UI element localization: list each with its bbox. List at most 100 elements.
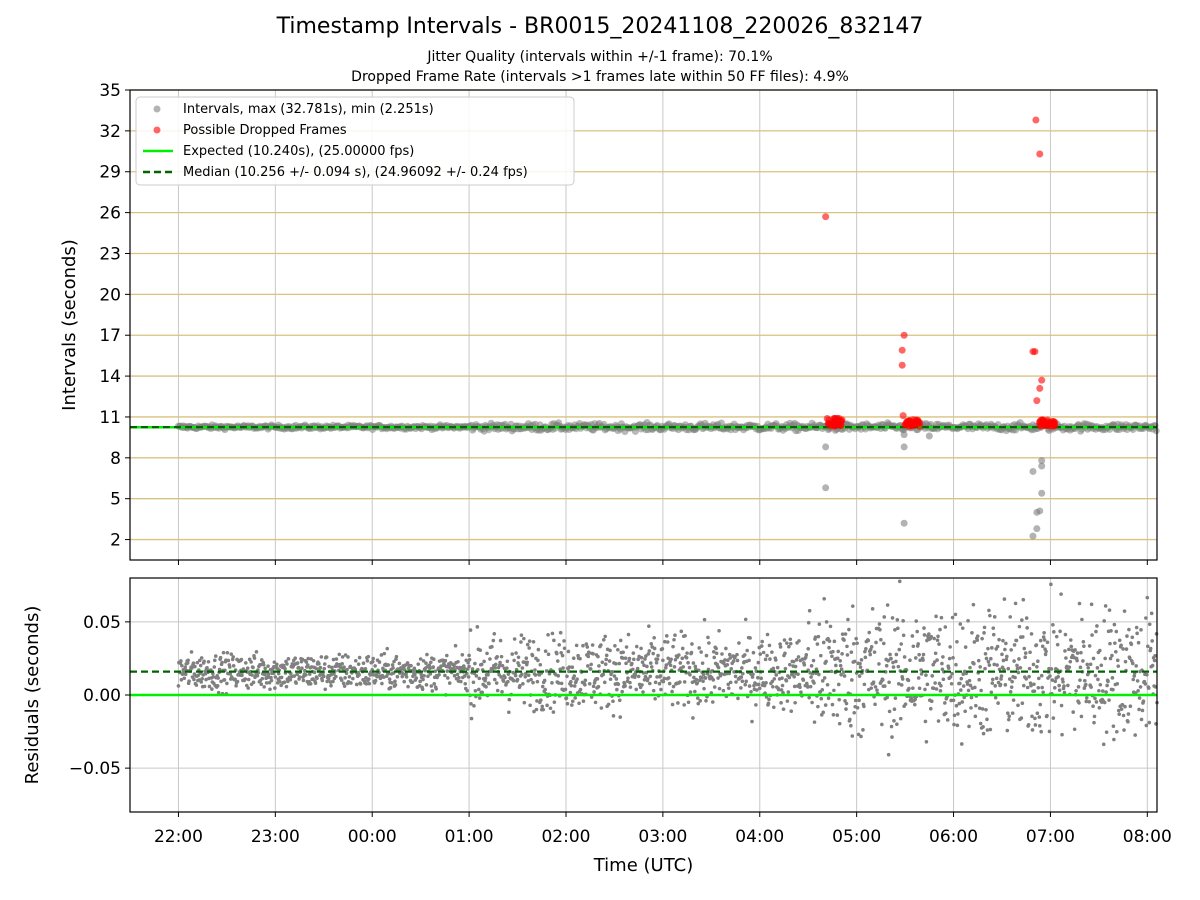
residual-point <box>202 659 206 664</box>
interval-outlier-point <box>1033 525 1041 533</box>
residual-point <box>211 675 216 679</box>
residual-point <box>635 666 640 671</box>
residual-point <box>1136 640 1141 645</box>
residual-point <box>983 666 987 671</box>
residual-point <box>1018 665 1023 670</box>
residual-point <box>692 675 696 680</box>
residual-point <box>268 687 272 692</box>
residual-point <box>655 675 659 679</box>
residual-point <box>1115 681 1120 686</box>
residual-point <box>429 660 433 665</box>
residual-point <box>519 640 523 644</box>
residual-point <box>933 681 937 685</box>
residual-point <box>266 664 270 668</box>
residual-point <box>648 674 653 679</box>
residual-point <box>886 752 891 757</box>
residual-point <box>702 686 706 691</box>
residual-point <box>647 681 652 686</box>
x-tick-label: 01:00 <box>445 827 494 847</box>
residual-point <box>487 681 491 686</box>
residual-point <box>906 678 911 683</box>
residual-point <box>776 687 781 692</box>
residual-point <box>807 608 812 613</box>
residual-point <box>1056 675 1060 679</box>
residual-point <box>1039 673 1044 678</box>
residual-point <box>919 672 924 676</box>
residual-point <box>646 652 651 656</box>
residual-point <box>1122 728 1126 732</box>
residual-point <box>484 684 488 689</box>
residual-point <box>1135 679 1140 683</box>
residual-point <box>716 676 720 680</box>
residual-point <box>364 682 369 686</box>
residual-point <box>227 665 232 669</box>
residual-point <box>743 617 748 622</box>
residual-point <box>941 677 946 682</box>
residual-point <box>977 677 982 682</box>
residual-point <box>419 672 423 677</box>
residual-point <box>853 698 858 703</box>
residual-point <box>992 662 997 667</box>
residual-point <box>728 680 733 685</box>
residual-point <box>519 633 524 637</box>
residual-point <box>1119 707 1124 711</box>
residual-point <box>771 666 776 671</box>
residual-point <box>429 684 434 688</box>
residual-point <box>792 684 797 689</box>
residual-point <box>680 656 685 661</box>
residual-point <box>888 652 892 657</box>
residual-point <box>796 672 800 676</box>
residual-point <box>1053 679 1058 684</box>
residual-point <box>432 682 437 686</box>
residual-point <box>426 674 430 679</box>
residual-point <box>1093 673 1098 678</box>
residual-point <box>852 659 857 664</box>
residual-point <box>1116 708 1121 713</box>
residual-point <box>1122 609 1127 613</box>
residual-point <box>562 646 567 651</box>
residual-point <box>533 668 537 672</box>
residual-point <box>624 661 628 666</box>
residual-point <box>486 673 490 677</box>
residual-point <box>311 658 316 663</box>
residual-point <box>840 652 844 656</box>
residual-point <box>1080 617 1084 622</box>
residual-point <box>840 632 845 637</box>
residual-point <box>604 653 609 658</box>
residual-point <box>1000 652 1004 657</box>
residual-point <box>1126 719 1130 724</box>
residual-point <box>231 655 235 659</box>
residual-point <box>1006 717 1011 722</box>
residual-point <box>1095 624 1099 628</box>
residual-point <box>218 655 223 660</box>
residual-point <box>467 657 472 662</box>
residual-point <box>190 665 194 670</box>
residual-point <box>978 665 982 669</box>
residual-point <box>817 672 821 677</box>
residual-point <box>691 661 696 665</box>
residual-point <box>736 696 740 701</box>
chart-title: Timestamp Intervals - BR0015_20241108_22… <box>276 14 924 39</box>
residual-point <box>702 617 707 622</box>
interval-outlier-point <box>822 443 830 451</box>
residual-point <box>467 664 471 669</box>
residual-point <box>739 686 743 690</box>
residual-point <box>592 690 596 694</box>
residual-point <box>593 700 598 705</box>
residual-point <box>770 679 775 684</box>
residual-point <box>711 649 716 654</box>
residual-point <box>326 677 331 681</box>
residual-point <box>850 678 854 682</box>
residual-point <box>740 666 744 670</box>
residual-point <box>990 677 995 682</box>
residual-point <box>1005 728 1010 733</box>
residual-point <box>387 677 392 681</box>
residual-point <box>379 653 384 657</box>
residual-point <box>212 665 217 669</box>
residual-point <box>262 672 267 677</box>
residual-point <box>494 681 499 685</box>
residual-point <box>1062 684 1066 688</box>
residual-point <box>1099 663 1104 668</box>
residual-point <box>988 613 992 618</box>
residual-point <box>885 603 890 607</box>
